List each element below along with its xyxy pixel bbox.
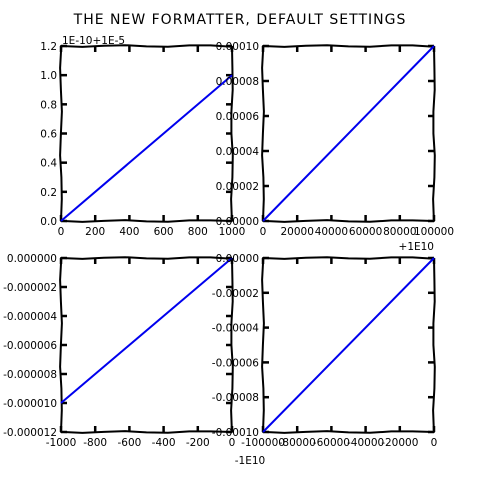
y-tick-label: -0.00010 [212, 427, 259, 439]
x-tick-label: -60000 [313, 437, 350, 449]
axis-offset-label: -1E10 [235, 455, 265, 467]
x-tick-label: 0 [229, 437, 236, 449]
x-tick-label: -80000 [279, 437, 316, 449]
x-tick-label: 800 [188, 226, 208, 238]
y-tick-label: 1.2 [40, 41, 57, 53]
y-tick-label: 1.0 [40, 70, 57, 82]
y-tick-label: 0.4 [40, 158, 57, 170]
y-tick-label: -0.000004 [3, 311, 57, 323]
y-tick-label: -0.000010 [3, 398, 57, 410]
x-tick-label: 400 [119, 226, 139, 238]
x-tick-label: 100000 [414, 226, 454, 238]
y-tick-label: -0.00006 [212, 357, 260, 369]
chart-panel-bottom-right: -100000-80000-60000-40000-20000 0-0.00010… [212, 253, 438, 467]
x-tick-label: 20000 [280, 226, 313, 238]
y-tick-label: -0.000006 [3, 340, 57, 352]
x-tick-label: -40000 [347, 437, 384, 449]
chart-panel-bottom-left: -1000 -800 -600 -400 -200 0 -0.000012 -0.000010… [3, 253, 235, 449]
x-tick-label: -20000 [381, 437, 418, 449]
y-tick-label: -0.000002 [3, 282, 57, 294]
plot-frame [59, 256, 234, 434]
x-tick-label: -800 [83, 437, 107, 449]
series-line [60, 74, 233, 222]
y-tick-label: 0.0 [40, 216, 57, 228]
y-tick-label: 0.00000 [216, 253, 259, 265]
x-tick-label: -600 [117, 437, 141, 449]
y-tick-label: 0.00004 [216, 146, 260, 158]
y-tick-label: 0.00006 [216, 111, 260, 123]
plot-frame [261, 256, 436, 434]
series-line [262, 257, 435, 433]
y-tick-label: 0.00010 [216, 41, 259, 53]
y-tick-label: 0.00000 [216, 216, 259, 228]
x-tick-label: -400 [152, 437, 176, 449]
plot-frame [59, 44, 234, 223]
y-tick-label: 0.00002 [216, 181, 259, 193]
axis-offset-label: +1E10 [399, 241, 434, 253]
y-tick-label: 0.00008 [216, 76, 259, 88]
plot-frame [261, 44, 436, 223]
chart-panel-top-left: 0 200 400 600 800 1000 0.0 0.2 0.4 0.6 0.8 1.0 1.2 1E… [40, 35, 245, 238]
x-tick-label: -100000 [241, 437, 285, 449]
x-tick-label: 0 [58, 226, 65, 238]
y-tick-label: -0.00002 [212, 288, 259, 300]
y-tick-label: 0.2 [40, 187, 57, 199]
y-tick-label: -0.00004 [212, 323, 260, 335]
x-tick-label: 80000 [383, 226, 416, 238]
y-tick-label: 0.000000 [7, 253, 57, 265]
x-tick-label: 40000 [315, 226, 348, 238]
x-tick-label: -200 [186, 437, 210, 449]
axis-offset-label: 1E-10+1E-5 [62, 35, 125, 47]
x-tick-label: 600 [154, 226, 174, 238]
y-tick-label: 0.6 [40, 129, 57, 141]
series-line [262, 45, 435, 222]
y-tick-label: -0.000012 [3, 427, 57, 439]
x-tick-label: 0 [431, 437, 438, 449]
x-tick-label: 200 [85, 226, 105, 238]
figure-title: THE NEW FORMATTER, DEFAULT SETTINGS [73, 12, 407, 28]
x-tick-label: 1000 [219, 226, 246, 238]
x-tick-label: 0 [260, 226, 267, 238]
y-tick-label: 0.8 [40, 99, 57, 111]
x-tick-label: 60000 [349, 226, 382, 238]
series-line [60, 257, 233, 404]
x-tick-label: -1000 [46, 437, 77, 449]
y-tick-label: -0.000008 [3, 369, 57, 381]
y-tick-label: -0.00008 [212, 392, 259, 404]
